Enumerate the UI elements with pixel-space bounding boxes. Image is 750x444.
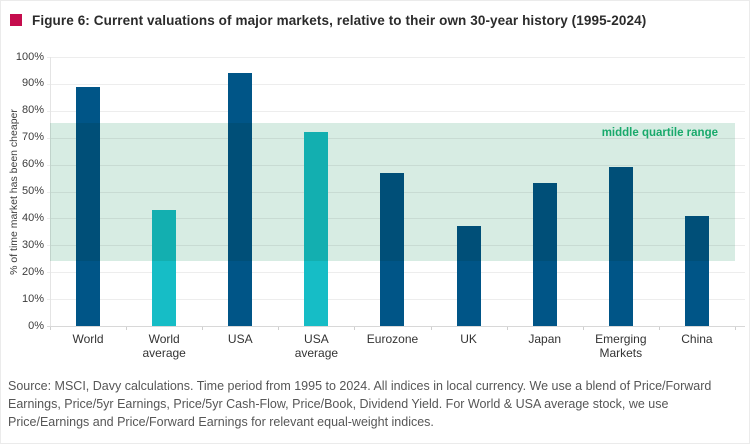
x-tick bbox=[430, 326, 432, 330]
y-tick-label-30: 30% bbox=[21, 238, 44, 251]
x-label-world-average: World average bbox=[142, 332, 186, 361]
x-label-world: World bbox=[72, 332, 104, 346]
middle-quartile-band-label: middle quartile range bbox=[601, 126, 718, 139]
y-tick-label-80: 80% bbox=[21, 104, 44, 117]
figure-header: Figure 6: Current valuations of major ma… bbox=[10, 13, 740, 28]
x-tick bbox=[126, 326, 128, 330]
x-tick bbox=[658, 326, 660, 330]
x-tick bbox=[278, 326, 280, 330]
x-tick bbox=[506, 326, 508, 330]
figure-bullet-icon bbox=[10, 14, 22, 26]
y-tick-label-100: 100% bbox=[15, 50, 44, 63]
x-tick bbox=[50, 326, 51, 330]
gridline-80 bbox=[47, 110, 745, 112]
x-axis-labels: World World average USA USA average Eurozone… bbox=[50, 332, 735, 361]
x-axis-ticks bbox=[50, 326, 736, 331]
x-tick bbox=[202, 326, 204, 330]
x-label-china: China bbox=[681, 332, 713, 346]
x-label-eurozone: Eurozone bbox=[366, 332, 419, 346]
y-axis-title: % of time market has been cheaper bbox=[8, 108, 20, 275]
x-label-usa-average: USA average bbox=[294, 332, 339, 361]
y-tick-label-20: 20% bbox=[21, 265, 44, 278]
x-label-emerging-markets: Emerging Markets bbox=[595, 332, 647, 361]
x-label-uk: UK bbox=[460, 332, 477, 346]
x-label-japan: Japan bbox=[528, 332, 562, 346]
bar-chart: 0% 10% 20% 30% 40% 50% 60% 70% 80% 90% 100% % of ti… bbox=[0, 42, 750, 372]
y-tick-label-50: 50% bbox=[21, 185, 44, 197]
source-note: Source: MSCI, Davy calculations. Time pe… bbox=[8, 379, 712, 429]
x-label-usa: USA bbox=[227, 332, 253, 346]
gridline-0 bbox=[47, 326, 745, 327]
y-tick-label-10: 10% bbox=[21, 292, 44, 305]
plot-area: 0% 10% 20% 30% 40% 50% 60% 70% 80% 90% 100% % of ti… bbox=[8, 51, 745, 360]
y-tick-label-60: 60% bbox=[21, 158, 44, 171]
y-tick-label-70: 70% bbox=[21, 131, 44, 144]
y-tick-label-0: 0% bbox=[28, 319, 44, 332]
x-tick bbox=[354, 326, 356, 330]
gridline-90 bbox=[47, 83, 745, 85]
figure-title: Figure 6: Current valuations of major ma… bbox=[32, 13, 647, 28]
x-tick bbox=[582, 326, 584, 330]
middle-quartile-band bbox=[50, 122, 735, 262]
y-tick-label-40: 40% bbox=[21, 211, 44, 224]
gridline-100 bbox=[47, 57, 745, 58]
x-tick bbox=[735, 326, 736, 330]
y-tick-label-90: 90% bbox=[21, 77, 44, 90]
